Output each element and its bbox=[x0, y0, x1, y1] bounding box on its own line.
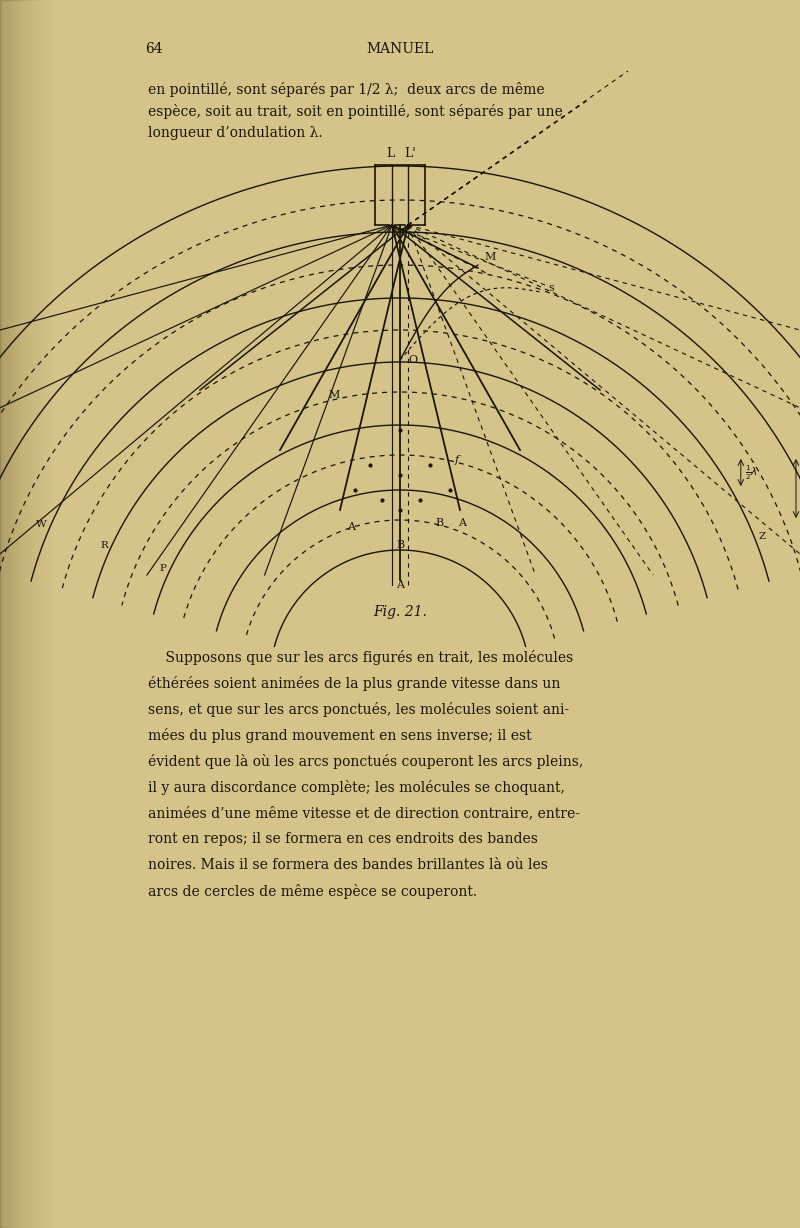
Text: M: M bbox=[329, 391, 340, 400]
Bar bbox=[0, 0, 52, 1228]
Text: R: R bbox=[100, 542, 108, 550]
Bar bbox=[0, 0, 22, 1228]
Bar bbox=[0, 0, 2, 1228]
Text: sens, et que sur les arcs ponctués, les molécules soient ani-: sens, et que sur les arcs ponctués, les … bbox=[148, 702, 570, 717]
Bar bbox=[0, 0, 46, 1228]
Bar bbox=[0, 0, 4, 1228]
Text: O: O bbox=[408, 355, 417, 365]
Text: éthérées soient animées de la plus grande vitesse dans un: éthérées soient animées de la plus grand… bbox=[148, 675, 560, 691]
Text: s: s bbox=[548, 282, 554, 293]
Text: Fig. 21.: Fig. 21. bbox=[373, 605, 427, 619]
Bar bbox=[0, 0, 36, 1228]
Bar bbox=[0, 0, 50, 1228]
Text: longueur d’ondulation λ.: longueur d’ondulation λ. bbox=[148, 126, 322, 140]
Text: 64: 64 bbox=[145, 42, 162, 56]
Text: A: A bbox=[347, 522, 355, 532]
Text: ront en repos; il se formera en ces endroits des bandes: ront en repos; il se formera en ces endr… bbox=[148, 833, 538, 846]
Bar bbox=[0, 0, 26, 1228]
Bar bbox=[0, 0, 16, 1228]
Text: arcs de cercles de même espèce se couperont.: arcs de cercles de même espèce se couper… bbox=[148, 884, 477, 899]
Text: il y aura discordance complète; les molécules se choquant,: il y aura discordance complète; les molé… bbox=[148, 780, 565, 795]
Text: L': L' bbox=[404, 147, 416, 160]
Bar bbox=[0, 0, 18, 1228]
Text: en pointillé, sont séparés par 1/2 λ;  deux arcs de même: en pointillé, sont séparés par 1/2 λ; de… bbox=[148, 82, 545, 97]
Bar bbox=[0, 0, 30, 1228]
Text: espèce, soit au trait, soit en pointillé, sont séparés par une: espèce, soit au trait, soit en pointillé… bbox=[148, 104, 562, 119]
Text: M: M bbox=[484, 252, 495, 262]
Text: P: P bbox=[160, 564, 167, 572]
Bar bbox=[0, 0, 44, 1228]
Bar bbox=[0, 0, 6, 1228]
Text: mées du plus grand mouvement en sens inverse; il est: mées du plus grand mouvement en sens inv… bbox=[148, 728, 532, 743]
Text: Z: Z bbox=[758, 533, 766, 542]
Bar bbox=[0, 0, 32, 1228]
Bar bbox=[0, 0, 42, 1228]
Bar bbox=[0, 0, 14, 1228]
Bar bbox=[0, 0, 8, 1228]
Bar bbox=[0, 0, 24, 1228]
Bar bbox=[0, 0, 40, 1228]
Bar bbox=[0, 0, 38, 1228]
Text: Supposons que sur les arcs figurés en trait, les molécules: Supposons que sur les arcs figurés en tr… bbox=[148, 650, 574, 666]
Bar bbox=[0, 0, 58, 1228]
Bar bbox=[0, 0, 34, 1228]
Bar bbox=[0, 0, 20, 1228]
Text: B: B bbox=[396, 540, 404, 550]
Text: A: A bbox=[396, 580, 404, 589]
Text: $\frac{1}{2}\lambda$: $\frac{1}{2}\lambda$ bbox=[745, 463, 758, 481]
Text: noires. Mais il se formera des bandes brillantes là où les: noires. Mais il se formera des bandes br… bbox=[148, 858, 548, 872]
Text: évident que là où les arcs ponctués couperont les arcs pleins,: évident que là où les arcs ponctués coup… bbox=[148, 754, 583, 769]
Bar bbox=[0, 0, 48, 1228]
Bar bbox=[0, 0, 28, 1228]
Bar bbox=[0, 0, 12, 1228]
Text: B: B bbox=[435, 518, 443, 528]
Bar bbox=[0, 0, 10, 1228]
Text: MANUEL: MANUEL bbox=[366, 42, 434, 56]
Bar bbox=[0, 0, 56, 1228]
Text: animées d’une même vitesse et de direction contraire, entre-: animées d’une même vitesse et de directi… bbox=[148, 806, 580, 820]
Text: W: W bbox=[37, 521, 47, 529]
Text: f: f bbox=[455, 456, 459, 465]
Text: A: A bbox=[458, 518, 466, 528]
Text: L: L bbox=[386, 147, 394, 160]
Bar bbox=[0, 0, 54, 1228]
